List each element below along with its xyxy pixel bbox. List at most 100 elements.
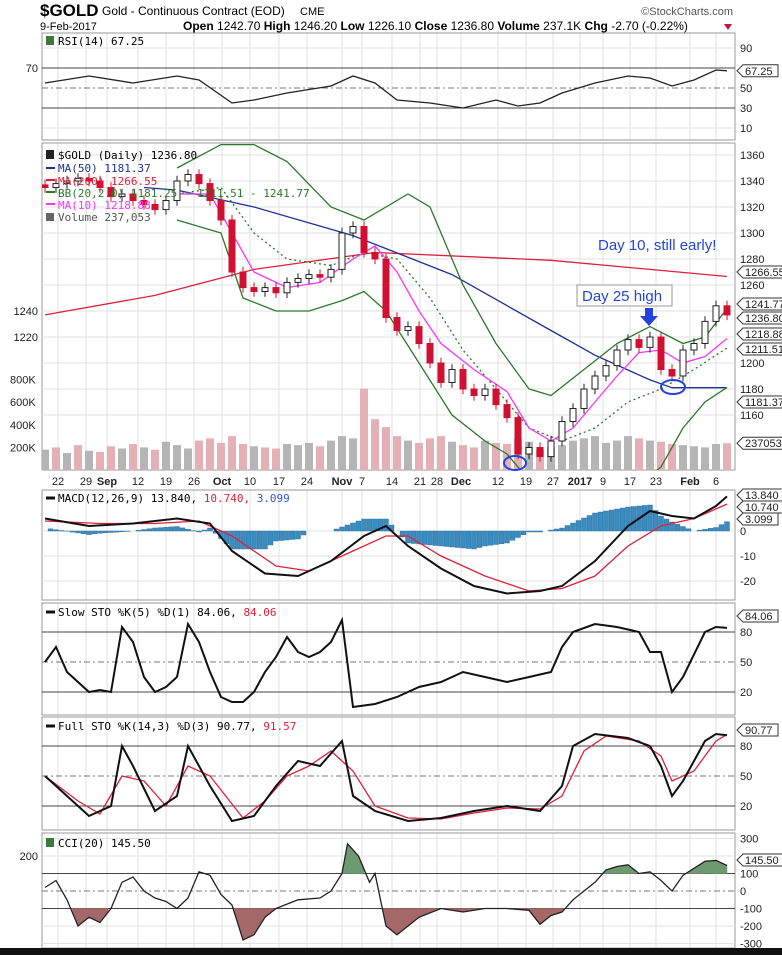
- credit: ©StockCharts.com: [641, 6, 733, 18]
- volume-bar: [481, 440, 489, 470]
- candle: [162, 200, 170, 211]
- candle: [558, 421, 566, 442]
- cci-positive-fill: [724, 863, 728, 874]
- cci-positive-fill: [622, 864, 626, 874]
- cci-axis-label: -100: [740, 904, 762, 916]
- macd-histogram-bar: [592, 512, 598, 532]
- macd-histogram-bar: [80, 530, 87, 534]
- price-axis-label: 1300: [740, 228, 764, 240]
- volume-bar: [151, 449, 159, 470]
- volume-bar: [646, 440, 654, 470]
- candle: [42, 184, 49, 188]
- x-tick-label: 7: [359, 476, 365, 488]
- macd-histogram-bar: [91, 530, 98, 535]
- candle: [426, 343, 434, 364]
- x-tick-label: 23: [650, 476, 662, 488]
- low-label: Low: [341, 19, 366, 33]
- candle: [316, 274, 324, 278]
- macd-histogram-bar: [465, 530, 472, 549]
- ma50-line: [143, 186, 727, 389]
- candle: [613, 349, 621, 367]
- macd-histogram-bar: [245, 530, 252, 550]
- candle: [228, 219, 236, 273]
- macd-histogram-bar: [614, 508, 620, 532]
- slow-sto-d: 84.06: [243, 606, 276, 619]
- cci-axis-label: -300: [740, 939, 762, 951]
- candle: [569, 408, 577, 422]
- price-axis-label: 1200: [740, 358, 764, 370]
- cci-line: [44, 842, 728, 941]
- rsi-icon: [46, 36, 54, 45]
- rsi-axis-label: 70: [26, 63, 38, 75]
- candle: [173, 180, 181, 201]
- candle: [723, 305, 731, 316]
- candle: [536, 447, 544, 458]
- macd-axis-label: -10: [740, 551, 756, 563]
- volume-bar: [558, 445, 566, 470]
- macd-histogram-bar: [295, 530, 301, 540]
- slow-panel: [41, 602, 736, 716]
- volume-bar: [162, 441, 170, 470]
- volume-bar: [316, 446, 324, 470]
- volume-bar: [437, 436, 445, 470]
- instrument-name: Gold - Continuous Contract (EOD): [102, 4, 285, 18]
- macd-histogram-bar: [421, 530, 428, 545]
- price-axis-label: 1220: [14, 332, 38, 344]
- cci-axis-label: 200: [20, 851, 38, 863]
- volume-bar: [602, 442, 610, 470]
- candle: [514, 417, 522, 455]
- close-label: Close: [415, 19, 448, 33]
- rsi-axis-label: 50: [740, 83, 752, 95]
- x-tick-label: 12: [492, 476, 504, 488]
- volume-bar: [459, 445, 467, 470]
- volume-bar: [228, 436, 236, 470]
- high-value: 1246.20: [294, 19, 338, 33]
- cci-positive-fill: [710, 860, 714, 874]
- macd-histogram-bar: [707, 528, 714, 532]
- price-axis-label: 1320: [740, 202, 764, 214]
- volume-bar: [426, 438, 434, 470]
- candle: [481, 388, 489, 396]
- macd-histogram-bar: [196, 530, 202, 533]
- candle: [217, 200, 225, 221]
- x-tick-label: 9: [600, 476, 606, 488]
- macd-histogram-bar: [267, 530, 274, 546]
- bb-mid-tag: 1211.51: [745, 344, 782, 356]
- volume-bar: [360, 388, 368, 470]
- volume-bar: [393, 436, 401, 470]
- chg-value: -2.70 (-0.22%): [611, 19, 688, 33]
- x-tick-label: 2017: [568, 476, 592, 488]
- macd-histogram-bar: [718, 524, 725, 532]
- macd-histogram-bar: [207, 527, 213, 532]
- price-axis-label: 1280: [740, 254, 764, 266]
- x-tick-label: 19: [160, 476, 172, 488]
- macd-histogram-bar: [47, 528, 54, 532]
- slow-sto-axis-label: 20: [740, 687, 752, 699]
- macd-hist-tag: 3.099: [745, 514, 773, 526]
- day10-annotation: Day 10, still early!: [598, 237, 716, 254]
- volume-bar: [118, 448, 126, 470]
- macd-histogram-bar: [174, 526, 180, 532]
- macd-histogram-bar: [229, 530, 235, 550]
- macd-histogram-bar: [278, 530, 285, 541]
- macd-tag-box: [736, 488, 782, 502]
- macd-histogram-bar: [619, 507, 626, 532]
- cci-positive-fill: [707, 860, 711, 874]
- volume-bar: [470, 447, 478, 470]
- macd-histogram-bar: [86, 530, 92, 535]
- full-sto-k-line: [44, 732, 728, 823]
- candle: [195, 174, 203, 185]
- candle: [492, 388, 500, 406]
- macd-histogram-bar: [135, 530, 142, 532]
- candle: [360, 226, 368, 253]
- macd-histogram-bar: [575, 520, 582, 532]
- candle: [635, 339, 643, 348]
- cci-negative-fill: [242, 908, 246, 941]
- quote-date: 9-Feb-2017: [40, 21, 97, 33]
- macd-histogram-bar: [416, 530, 422, 545]
- candle: [206, 183, 214, 202]
- macd-tag: 13.840: [745, 490, 779, 502]
- down-arrow-icon: [724, 24, 732, 30]
- macd-histogram-bar: [377, 518, 384, 532]
- x-tick-label: Nov: [332, 476, 354, 488]
